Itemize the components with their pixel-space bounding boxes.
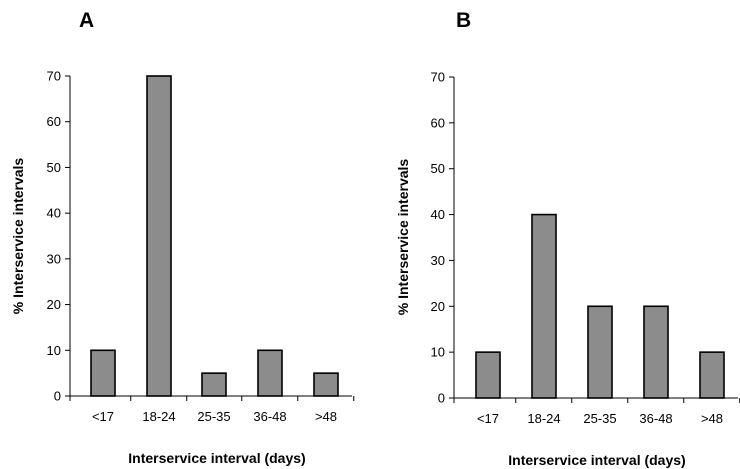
y-tick-label: 30: [47, 251, 61, 266]
chart-panel-a: A 0 10 20 30 40 50 60 70 <17 18-24 25-35 36-48 >48 Int…: [10, 9, 355, 466]
y-tick-label: 50: [431, 161, 445, 176]
x-tick-label: 25-35: [583, 411, 616, 426]
y-tick-label: 40: [47, 206, 61, 221]
y-tick-label: 70: [431, 70, 445, 85]
bar-17: [90, 349, 116, 397]
bar-36-48: [643, 305, 669, 399]
y-axis-title: % Interservice intervals: [395, 159, 411, 316]
bar-25-35: [201, 372, 227, 397]
y-tick-label: 20: [431, 299, 445, 314]
y-tick-label: 60: [47, 114, 61, 129]
y-tick-label: 0: [438, 391, 445, 406]
y-tick-label: 50: [47, 160, 61, 175]
y-axis-title: % Interservice intervals: [10, 158, 26, 315]
x-tick-label: <17: [92, 409, 114, 424]
x-tick-label: 18-24: [142, 409, 175, 424]
y-tick-label: 10: [47, 343, 61, 358]
x-axis-title: Interservice interval (days): [508, 452, 685, 468]
y-tick-label: 20: [47, 297, 61, 312]
x-tick-label: >48: [315, 409, 337, 424]
bar-36-48: [257, 349, 283, 397]
x-tick-label: <17: [477, 411, 499, 426]
x-axis-title: Interservice interval (days): [128, 450, 305, 466]
bar-48: [699, 351, 725, 399]
x-tick-label: 18-24: [527, 411, 560, 426]
chart-panel-b: B 0 10 20 30 40 50 60 70 <17 18-24 25-35 36-48 >48 Int…: [395, 9, 740, 468]
panel-label: B: [456, 9, 471, 32]
y-tick-label: 10: [431, 345, 445, 360]
y-tick-label: 40: [431, 207, 445, 222]
x-tick-label: 36-48: [253, 409, 286, 424]
x-tick-label: 36-48: [639, 411, 672, 426]
bar-18-24: [146, 75, 172, 397]
bar-48: [313, 372, 339, 397]
y-tick-label: 30: [431, 253, 445, 268]
bar-25-35: [587, 305, 613, 399]
y-tick-label: 60: [431, 115, 445, 130]
y-tick-label: 0: [54, 389, 61, 404]
y-tick-label: 70: [47, 69, 61, 84]
x-tick-label: >48: [701, 411, 723, 426]
panel-label: A: [79, 9, 94, 32]
bar-18-24: [531, 213, 557, 399]
bar-17: [475, 351, 501, 399]
x-tick-label: 25-35: [197, 409, 230, 424]
